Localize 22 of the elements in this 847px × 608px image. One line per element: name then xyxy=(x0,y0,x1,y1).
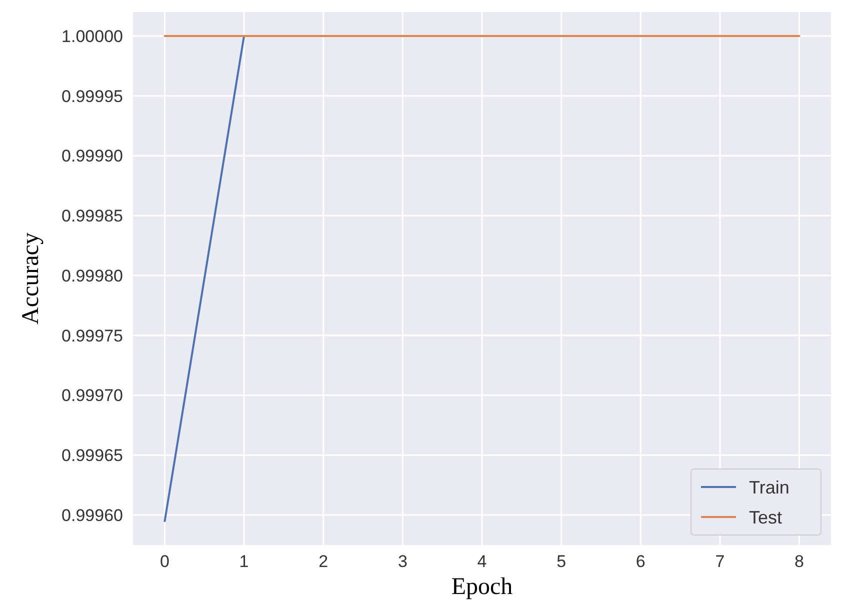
x-tick-label: 0 xyxy=(160,552,170,571)
x-tick-label: 1 xyxy=(239,552,249,571)
y-tick-label: 0.99990 xyxy=(62,146,123,166)
x-tick-label: 5 xyxy=(556,552,566,571)
y-tick-label: 0.99995 xyxy=(62,86,123,106)
y-tick-label: 0.99970 xyxy=(62,386,123,406)
y-tick-label: 0.99980 xyxy=(62,266,123,286)
y-tick-label: 0.99960 xyxy=(62,506,123,526)
x-tick-label: 8 xyxy=(794,552,804,571)
x-tick-label: 3 xyxy=(398,552,408,571)
y-tick-label: 1.00000 xyxy=(62,26,123,46)
legend-label: Train xyxy=(749,477,790,498)
x-tick-label: 4 xyxy=(477,552,487,571)
y-tick-label: 0.99985 xyxy=(62,206,123,226)
x-tick-label: 6 xyxy=(636,552,646,571)
x-tick-label: 2 xyxy=(318,552,328,571)
legend-label: Test xyxy=(749,507,782,528)
y-axis-title: Accuracy xyxy=(18,232,44,324)
y-tick-label: 0.99965 xyxy=(62,446,123,466)
x-tick-label: 7 xyxy=(715,552,725,571)
y-tick-label: 0.99975 xyxy=(62,326,123,346)
x-axis-title: Epoch xyxy=(451,574,513,600)
